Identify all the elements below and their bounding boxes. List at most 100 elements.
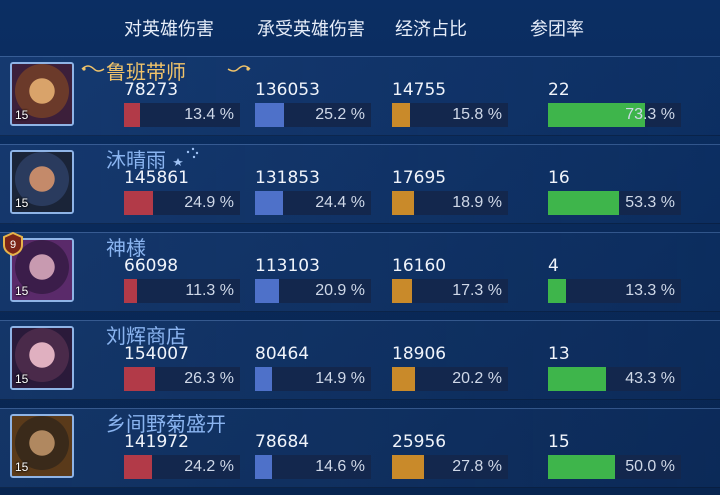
participation-stat: 22 73.3 % [548, 80, 681, 130]
participation-stat: 4 13.3 % [548, 256, 681, 306]
damage-taken-percent: 14.6 % [315, 458, 365, 475]
player-row[interactable]: 15 鲁班带师 78273 13.4 % 136053 25.2 % 14755… [0, 56, 720, 136]
player-name: 神様 [106, 236, 146, 260]
damage-dealt-stat: 145861 24.9 % [124, 168, 240, 218]
economy-percent: 18.9 % [452, 194, 502, 211]
hero-portrait [12, 64, 72, 124]
participation-bar: 53.3 % [548, 191, 681, 215]
damage-taken-percent: 14.9 % [315, 370, 365, 387]
participation-value: 16 [548, 168, 570, 188]
participation-value: 13 [548, 344, 570, 364]
participation-bar-fill [548, 191, 619, 215]
participation-bar: 13.3 % [548, 279, 681, 303]
participation-bar: 50.0 % [548, 455, 681, 479]
participation-bar: 43.3 % [548, 367, 681, 391]
damage-dealt-percent: 24.9 % [184, 194, 234, 211]
participation-percent: 73.3 % [625, 106, 675, 123]
damage-taken-value: 136053 [255, 80, 320, 100]
participation-bar-fill [548, 455, 615, 479]
damage-dealt-percent: 11.3 % [185, 282, 234, 299]
economy-stat: 25956 27.8 % [392, 432, 508, 482]
economy-bar: 20.2 % [392, 367, 508, 391]
damage-dealt-percent: 24.2 % [184, 458, 234, 475]
hero-level: 15 [15, 372, 29, 386]
hero-avatar[interactable]: 15 [10, 62, 74, 126]
hero-level: 15 [15, 284, 29, 298]
participation-value: 22 [548, 80, 570, 100]
hero-portrait [12, 240, 72, 300]
economy-stat: 17695 18.9 % [392, 168, 508, 218]
sparkle-icon [173, 147, 199, 166]
damage-taken-stat: 113103 20.9 % [255, 256, 371, 306]
damage-dealt-bar: 13.4 % [124, 103, 240, 127]
damage-taken-bar: 14.9 % [255, 367, 371, 391]
participation-bar-fill [548, 279, 566, 303]
economy-bar-fill [392, 455, 425, 479]
rank-badge-number: 9 [10, 239, 16, 251]
economy-percent: 20.2 % [452, 370, 502, 387]
participation-stat: 15 50.0 % [548, 432, 681, 482]
damage-dealt-percent: 13.4 % [184, 106, 234, 123]
damage-taken-bar: 20.9 % [255, 279, 371, 303]
damage-taken-value: 131853 [255, 168, 320, 188]
damage-taken-stat: 131853 24.4 % [255, 168, 371, 218]
damage-taken-bar: 24.4 % [255, 191, 371, 215]
participation-percent: 50.0 % [625, 458, 675, 475]
damage-dealt-stat: 66098 11.3 % [124, 256, 240, 306]
damage-dealt-bar-fill [124, 191, 153, 215]
damage-dealt-stat: 154007 26.3 % [124, 344, 240, 394]
hero-portrait [12, 416, 72, 476]
player-name: 鲁班带师 [106, 60, 186, 84]
hero-avatar[interactable]: 15 [10, 150, 74, 214]
participation-value: 4 [548, 256, 559, 276]
damage-taken-stat: 136053 25.2 % [255, 80, 371, 130]
hero-avatar[interactable]: 15 [10, 238, 74, 302]
hero-portrait [12, 152, 72, 212]
ornament-left-icon [81, 65, 105, 72]
economy-bar: 18.9 % [392, 191, 508, 215]
damage-dealt-bar: 11.3 % [124, 279, 240, 303]
economy-bar: 15.8 % [392, 103, 508, 127]
damage-dealt-bar: 26.3 % [124, 367, 240, 391]
participation-percent: 43.3 % [625, 370, 675, 387]
participation-bar-fill [548, 103, 646, 127]
damage-taken-percent: 25.2 % [315, 106, 365, 123]
economy-value: 14755 [392, 80, 447, 100]
participation-percent: 13.3 % [625, 282, 675, 299]
player-row[interactable]: 15 沐晴雨 145861 24.9 % 131853 24.4 % 17695… [0, 144, 720, 224]
economy-percent: 17.3 % [452, 282, 502, 299]
header-participation: 参团率 [530, 19, 584, 40]
header-damage-taken: 承受英雄伤害 [257, 19, 365, 40]
participation-bar: 73.3 % [548, 103, 681, 127]
damage-dealt-stat: 141972 24.2 % [124, 432, 240, 482]
damage-taken-bar-fill [255, 103, 285, 127]
hero-portrait [12, 328, 72, 388]
damage-dealt-bar: 24.9 % [124, 191, 240, 215]
economy-bar-fill [392, 191, 414, 215]
player-name: 刘辉商店 [106, 324, 186, 348]
hero-avatar[interactable]: 15 [10, 326, 74, 390]
damage-taken-value: 78684 [255, 432, 310, 452]
economy-percent: 15.8 % [452, 106, 502, 123]
damage-taken-bar: 14.6 % [255, 455, 371, 479]
participation-bar-fill [548, 367, 606, 391]
economy-bar: 27.8 % [392, 455, 508, 479]
damage-dealt-bar-fill [124, 279, 138, 303]
damage-taken-value: 80464 [255, 344, 310, 364]
header-damage-dealt: 对英雄伤害 [124, 19, 214, 40]
hero-avatar[interactable]: 15 [10, 414, 74, 478]
economy-value: 17695 [392, 168, 447, 188]
damage-taken-stat: 78684 14.6 % [255, 432, 371, 482]
economy-bar-fill [392, 367, 416, 391]
damage-dealt-bar-fill [124, 103, 140, 127]
economy-value: 25956 [392, 432, 447, 452]
hero-level: 15 [15, 108, 29, 122]
damage-dealt-value: 78273 [124, 80, 179, 100]
player-row[interactable]: 15 神様 66098 11.3 % 113103 20.9 % 16160 1… [0, 232, 720, 312]
economy-value: 18906 [392, 344, 447, 364]
player-row[interactable]: 15 刘辉商店 154007 26.3 % 80464 14.9 % 18906… [0, 320, 720, 400]
player-row[interactable]: 15 乡间野菊盛开 141972 24.2 % 78684 14.6 % 259… [0, 408, 720, 488]
participation-stat: 16 53.3 % [548, 168, 681, 218]
rank-badge-icon: 9 [3, 232, 23, 256]
damage-dealt-bar-fill [124, 455, 153, 479]
